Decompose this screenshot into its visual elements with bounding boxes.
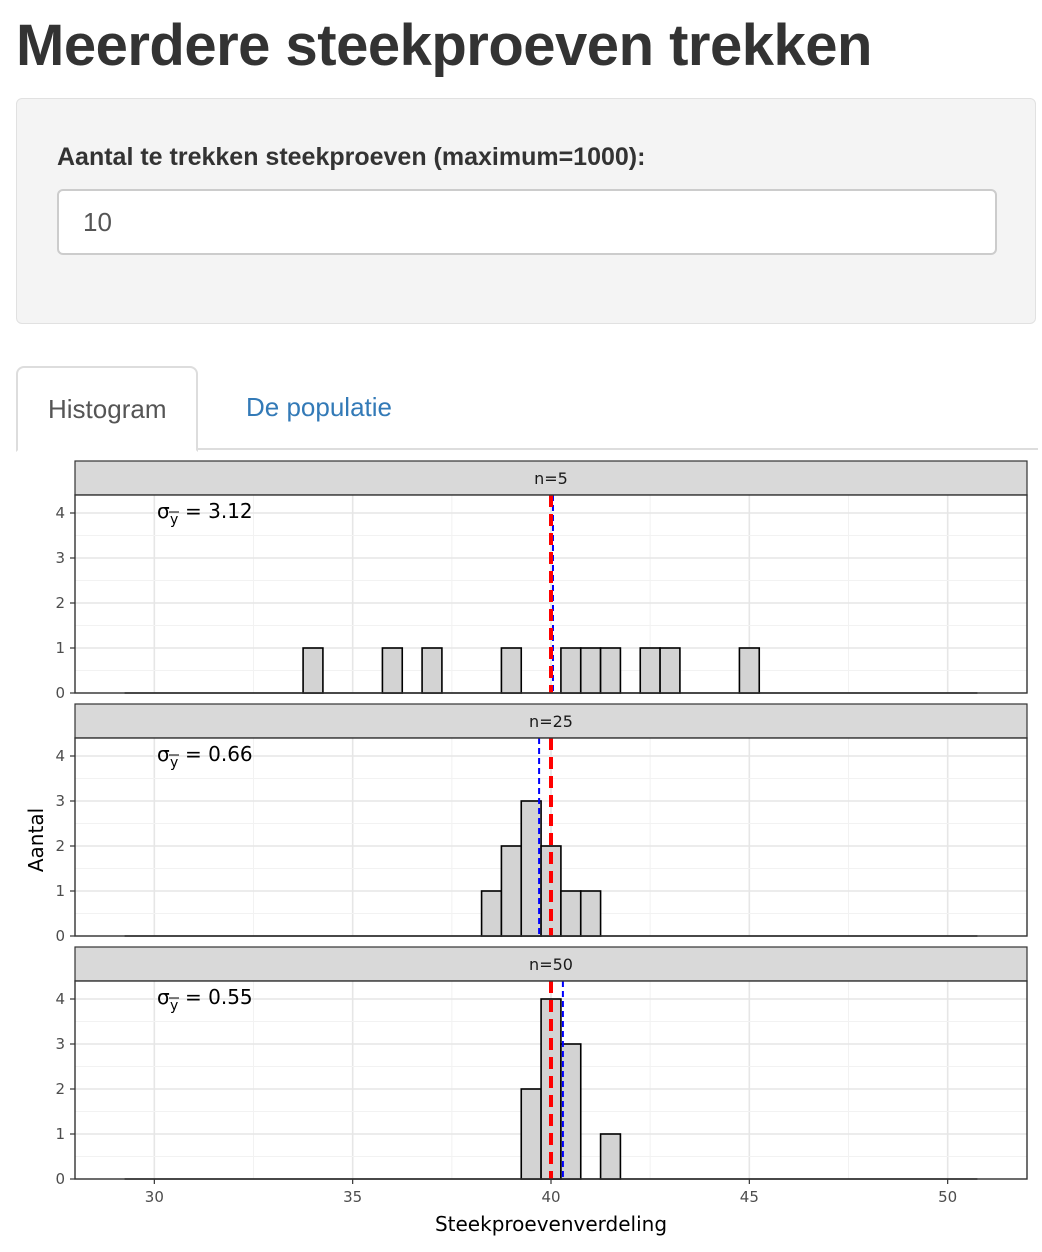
y-tick-label: 2 <box>55 594 65 612</box>
y-tick-label: 4 <box>55 990 65 1008</box>
histogram-bar <box>560 647 582 694</box>
histogram-bar <box>579 890 602 937</box>
facet-panel-1: n=5 σ y = 3.12 0 1 2 3 4 <box>55 460 1028 702</box>
sigma-subscript: y <box>170 998 178 1014</box>
histogram-bar <box>560 890 582 937</box>
sample-count-label: Aantal te trekken steekproeven (maximum=… <box>57 143 646 171</box>
sigma-symbol: σ <box>157 499 170 523</box>
y-tick-label: 1 <box>55 1125 65 1143</box>
histogram-bar <box>381 647 404 694</box>
facet-strip-label: n=5 <box>534 469 568 488</box>
tab-histogram[interactable]: Histogram <box>16 366 199 452</box>
panel-border <box>74 494 1028 694</box>
y-tick-label: 0 <box>55 927 65 945</box>
y-tick-label: 0 <box>55 1170 65 1188</box>
x-axis-title: Steekproevenverdeling <box>435 1212 667 1236</box>
y-tick-label: 3 <box>55 792 65 810</box>
facet-strip-label: n=25 <box>529 712 573 731</box>
sigma-symbol: σ <box>157 742 170 766</box>
histogram-bar <box>302 647 324 694</box>
facet-strip <box>74 946 1028 982</box>
sigma-subscript: y <box>170 512 178 528</box>
histogram-bar <box>500 845 523 937</box>
histogram-bar <box>520 1088 542 1180</box>
page-title: Meerdere steekproeven trekken <box>16 13 872 78</box>
y-tick-label: 2 <box>55 1080 65 1098</box>
sigma-symbol: σ <box>157 985 170 1009</box>
histogram-bar <box>738 647 761 694</box>
y-tick-label: 4 <box>55 747 65 765</box>
y-tick-label: 3 <box>55 549 65 567</box>
y-tick-label: 0 <box>55 684 65 702</box>
tab-de-populatie[interactable]: De populatie <box>246 392 392 422</box>
panel-border <box>74 737 1028 937</box>
y-tick-label: 4 <box>55 504 65 522</box>
tab-bar: Histogram De populatie <box>16 366 1038 452</box>
x-tick-label: 30 <box>145 1188 164 1206</box>
y-tick-label: 1 <box>55 639 65 657</box>
histogram-bar <box>500 647 523 694</box>
sigma-value: = 0.66 <box>185 742 253 766</box>
histogram-bar <box>599 647 622 694</box>
input-panel: Aantal te trekken steekproeven (maximum=… <box>16 98 1036 324</box>
histogram-bar <box>480 890 503 937</box>
x-tick-label: 45 <box>740 1188 759 1206</box>
histogram-bar <box>659 647 681 694</box>
facet-strip <box>74 460 1028 496</box>
sigma-value: = 3.12 <box>185 499 253 523</box>
histogram-bar <box>579 647 602 694</box>
sigma-value: = 0.55 <box>185 985 253 1009</box>
x-tick-label: 50 <box>938 1188 957 1206</box>
y-tick-label: 3 <box>55 1035 65 1053</box>
y-axis-title: Aantal <box>24 808 48 872</box>
y-tick-label: 2 <box>55 837 65 855</box>
histogram-bar <box>421 647 443 694</box>
facet-panel-2: n=25 σ y = 0.66 0 1 2 3 4 <box>55 703 1028 945</box>
y-tick-label: 1 <box>55 882 65 900</box>
sigma-subscript: y <box>170 755 178 771</box>
x-tick-label: 35 <box>343 1188 362 1206</box>
histogram-bar <box>599 1133 622 1180</box>
facet-panel-3: n=50 σ y = 0.55 0 1 2 3 4 <box>55 946 1028 1188</box>
x-axis: 30 35 40 45 50 <box>145 1179 957 1206</box>
facet-strip-label: n=50 <box>529 955 573 974</box>
sample-count-input[interactable] <box>57 189 997 255</box>
x-tick-label: 40 <box>541 1188 560 1206</box>
histogram-bar <box>639 647 661 694</box>
